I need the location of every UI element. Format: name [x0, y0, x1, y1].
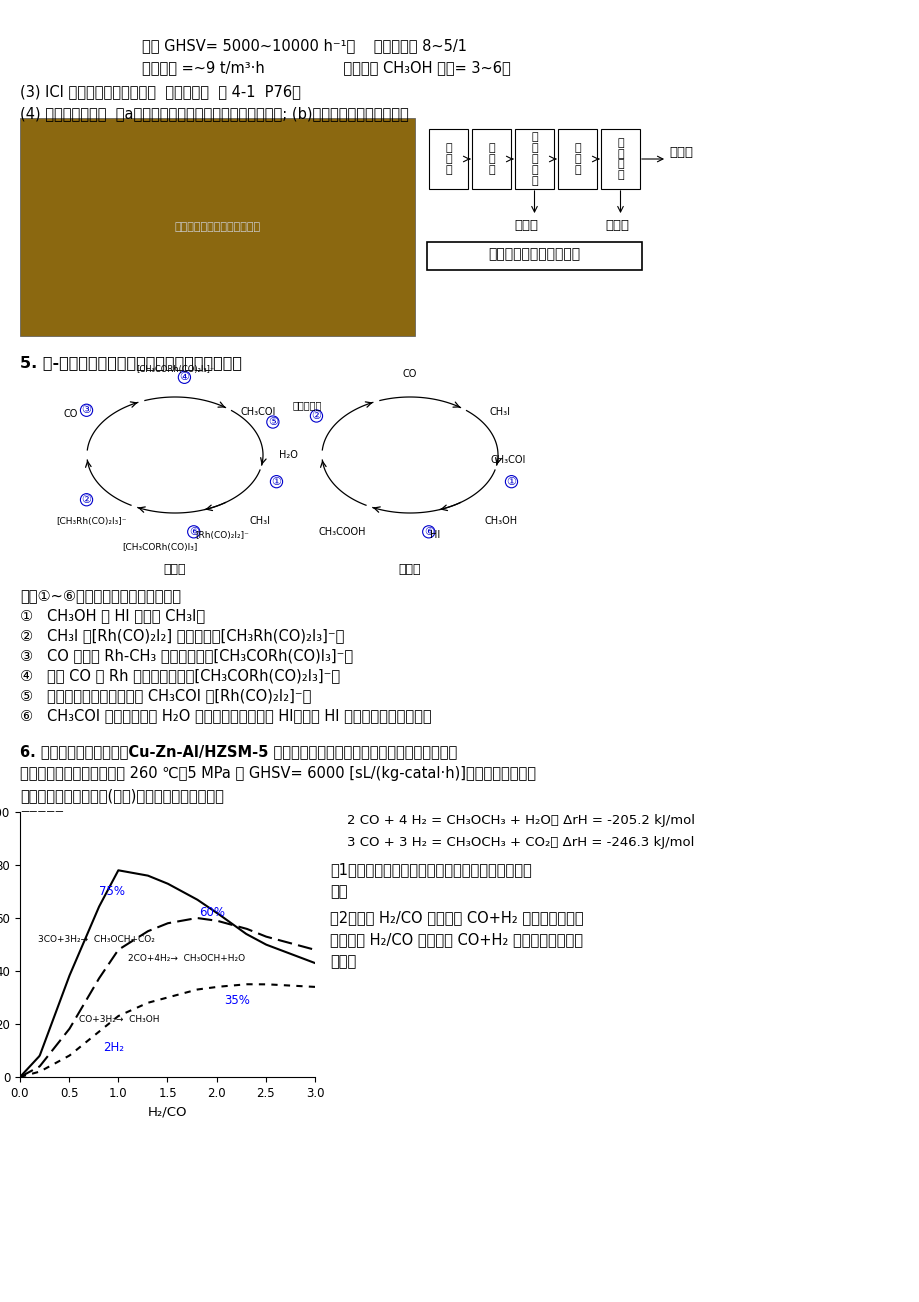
Text: 甲醇合成工序的一般流程: 甲醇合成工序的一般流程	[488, 247, 580, 260]
Text: ②   CH₃I 与[Rh(CO)₂I₂] 生成配合物[CH₃Rh(CO)₂I₃]⁻；: ② CH₃I 与[Rh(CO)₂I₂] 生成配合物[CH₃Rh(CO)₂I₃]⁻…	[20, 628, 344, 643]
Text: 6. 已知以合成气为原料，Cu-Zn-Al/HZSM-5 为双功能催化剂，采用先进的一步法可生产二甲: 6. 已知以合成气为原料，Cu-Zn-Al/HZSM-5 为双功能催化剂，采用先…	[20, 743, 457, 759]
Text: H₂O: H₂O	[278, 450, 298, 460]
Text: 下图所示。: 下图所示。	[20, 810, 63, 825]
Text: CO+3H₂→  CH₃OH: CO+3H₂→ CH₃OH	[79, 1016, 159, 1023]
Text: CO: CO	[403, 368, 416, 379]
Text: 驰放气: 驰放气	[605, 219, 629, 232]
Text: [Rh(CO)₂I₂]⁻: [Rh(CO)₂I₂]⁻	[195, 531, 249, 540]
Text: 醚和甲醇的混合物。系统在 260 ℃、5 MPa 和 GHSV= 6000 [sL/(kg-catal·h)]条件下，合成二甲: 醚和甲醇的混合物。系统在 260 ℃、5 MPa 和 GHSV= 6000 [s…	[20, 766, 536, 781]
Text: [CH₃CORh(CO)I₃]: [CH₃CORh(CO)I₃]	[122, 543, 198, 552]
Text: 醚及甲醇的平衡转化率(单程)、反应路径和热效应如: 醚及甲醇的平衡转化率(单程)、反应路径和热效应如	[20, 788, 223, 803]
Text: CO: CO	[63, 409, 78, 419]
Text: CH₃I: CH₃I	[249, 516, 270, 526]
Text: ①   CH₃OH 与 HI 先生成 CH₃I；: ① CH₃OH 与 HI 先生成 CH₃I；	[20, 608, 205, 622]
FancyBboxPatch shape	[558, 129, 596, 189]
Text: 新鲜气: 新鲜气	[668, 147, 692, 160]
Text: CH₃OH: CH₃OH	[484, 516, 517, 526]
Text: CH₃COOH: CH₃COOH	[318, 527, 366, 538]
Text: 5. 钓-碳化体系的甲醇低压羳基化反应机理如下：: 5. 钓-碳化体系的甲醇低压羳基化反应机理如下：	[20, 355, 242, 370]
Text: [CH₃CORh(CO)₂I₃]⁻: [CH₃CORh(CO)₂I₃]⁻	[136, 365, 214, 374]
Text: HI: HI	[430, 530, 440, 540]
Text: 水
冷
器: 水 冷 器	[488, 143, 494, 174]
Text: ⑤: ⑤	[267, 417, 278, 427]
Text: ②: ②	[82, 495, 91, 505]
Text: [CH₃Rh(CO)₂I₃]⁻: [CH₃Rh(CO)₂I₃]⁻	[56, 517, 127, 526]
Text: ⑥   CH₃COI 与反应系统的 H₂O 作用得到产物醛酸和 HI，同时 HI 再生而完成催化循环。: ⑥ CH₃COI 与反应系统的 H₂O 作用得到产物醛酸和 HI，同时 HI 再…	[20, 708, 431, 723]
Text: ①: ①	[506, 477, 516, 487]
FancyBboxPatch shape	[600, 129, 640, 189]
FancyBboxPatch shape	[20, 118, 414, 336]
Text: （2）根据 H₂/CO 摩尔比和 CO+H₂ 单程转化率的关: （2）根据 H₂/CO 摩尔比和 CO+H₂ 单程转化率的关	[330, 910, 583, 924]
Text: 2 CO + 4 H₂ = CH₃OCH₃ + H₂O， ΔrH = -205.2 kJ/mol: 2 CO + 4 H₂ = CH₃OCH₃ + H₂O， ΔrH = -205.…	[330, 814, 694, 827]
Text: 钓循环: 钓循环	[164, 562, 186, 575]
Text: （1）试分析一步法合成二甲醚和甲醇的混合物的优: （1）试分析一步法合成二甲醚和甲醇的混合物的优	[330, 862, 531, 878]
Text: ③: ③	[82, 405, 91, 415]
Text: CH₃COI: CH₃COI	[240, 408, 275, 417]
Text: 碳循环: 碳循环	[398, 562, 421, 575]
Text: ⑥: ⑥	[424, 527, 433, 536]
Text: 点；: 点；	[330, 884, 347, 898]
X-axis label: H₂/CO: H₂/CO	[148, 1105, 187, 1118]
Text: CH₃COI: CH₃COI	[490, 454, 526, 465]
Text: 甲
醇
分
离
器: 甲 醇 分 离 器	[530, 133, 538, 186]
Text: 3 CO + 3 H₂ = CH₃OCH₃ + CO₂， ΔrH = -246.3 kJ/mol: 3 CO + 3 H₂ = CH₃OCH₃ + CO₂， ΔrH = -246.…	[330, 836, 694, 849]
FancyBboxPatch shape	[428, 129, 468, 189]
Text: 试按①~⑥顺序甲醇羳基化反应过程。: 试按①~⑥顺序甲醇羳基化反应过程。	[20, 589, 181, 603]
Text: （甲醇三塔精馏工艺流程图）: （甲醇三塔精馏工艺流程图）	[175, 223, 260, 232]
FancyBboxPatch shape	[426, 242, 641, 270]
Text: ①: ①	[271, 477, 281, 487]
Text: 空速 GHSV= 5000~10000 h⁻¹；    进料循环比 8~5/1: 空速 GHSV= 5000~10000 h⁻¹； 进料循环比 8~5/1	[105, 38, 467, 53]
Text: 粗甲醇: 粗甲醇	[514, 219, 538, 232]
Text: ⑥: ⑥	[188, 527, 199, 536]
Text: CH₃I: CH₃I	[489, 408, 510, 417]
Text: 35%: 35%	[224, 993, 250, 1006]
Text: ⑤   通过还原消除反应，生成 CH₃COI 与[Rh(CO)₂I₂]⁻；: ⑤ 通过还原消除反应，生成 CH₃COI 与[Rh(CO)₂I₂]⁻；	[20, 687, 311, 703]
Text: ②: ②	[312, 411, 321, 421]
Text: 2CO+4H₂→  CH₃OCH+H₂O: 2CO+4H₂→ CH₃OCH+H₂O	[128, 954, 245, 963]
Text: 3CO+3H₂→  CH₃OCH+CO₂: 3CO+3H₂→ CH₃OCH+CO₂	[38, 936, 154, 944]
Text: 系，估计 H₂/CO 摩尔比和 CO+H₂ 单程转化率的合理: 系，估计 H₂/CO 摩尔比和 CO+H₂ 单程转化率的合理	[330, 932, 583, 947]
Text: 75%: 75%	[98, 885, 125, 898]
Text: 2H₂: 2H₂	[104, 1042, 124, 1055]
Text: 合
成
器: 合 成 器	[445, 143, 451, 174]
FancyBboxPatch shape	[515, 129, 553, 189]
Text: ④   气相 CO 与 Rh 配合物配位生成[CH₃CORh(CO)₂I₃]⁻；: ④ 气相 CO 与 Rh 配合物配位生成[CH₃CORh(CO)₂I₃]⁻；	[20, 668, 340, 684]
Text: 时空产率 =~9 t/m³·h                 出塔气中 CH₃OH 含量= 3~6％: 时空产率 =~9 t/m³·h 出塔气中 CH₃OH 含量= 3~6％	[105, 60, 510, 76]
Text: 60%: 60%	[199, 906, 225, 919]
Text: (4) 甲醇精馏技术：  （a）试画出甲醇三塔精馏工艺流程示意图; (b)阐述三塔精馏工艺过程。: (4) 甲醇精馏技术： （a）试画出甲醇三塔精馏工艺流程示意图; (b)阐述三塔…	[20, 105, 408, 121]
FancyBboxPatch shape	[471, 129, 510, 189]
Text: (3) ICI 低压甲醇合成工艺流程  （原则流程  图 4-1  P76）: (3) ICI 低压甲醇合成工艺流程 （原则流程 图 4-1 P76）	[20, 85, 301, 99]
Text: 金属催化剂: 金属催化剂	[291, 400, 321, 410]
Text: 范围；: 范围；	[330, 954, 356, 969]
Text: 循
环
机: 循 环 机	[573, 143, 580, 174]
Text: 油
分
离
器: 油 分 离 器	[617, 138, 623, 180]
Text: ③   CO 嵌入到 Rh-CH₃ 键生成配合物[CH₃CORh(CO)I₃]⁻；: ③ CO 嵌入到 Rh-CH₃ 键生成配合物[CH₃CORh(CO)I₃]⁻；	[20, 648, 353, 663]
Text: ④: ④	[179, 372, 189, 383]
